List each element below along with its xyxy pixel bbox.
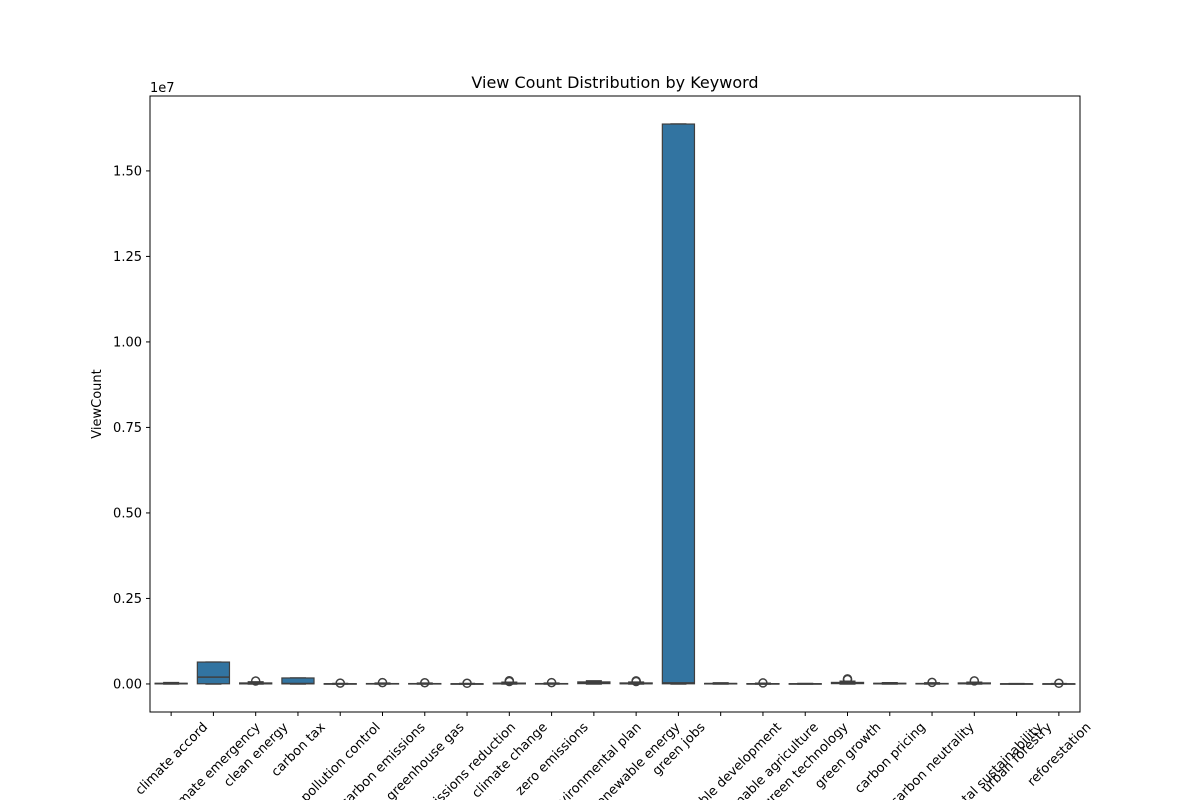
x-tick-label: urban forestry [979, 720, 1055, 796]
outlier [969, 676, 980, 686]
y-tick-label: 0.00 [113, 677, 142, 692]
outlier [250, 676, 261, 686]
outlier [420, 678, 430, 688]
outlier [504, 675, 515, 686]
outlier [377, 677, 388, 688]
outlier [631, 676, 641, 686]
box [661, 123, 696, 685]
outlier [1054, 678, 1064, 689]
outlier [462, 678, 472, 689]
y-tick-label: 1.00 [113, 335, 142, 350]
box [196, 661, 231, 685]
y-offset-label: 1e7 [150, 81, 175, 96]
y-tick-label: 0.25 [113, 592, 142, 607]
y-axis-label: ViewCount [90, 369, 105, 438]
outlier [546, 677, 557, 688]
x-tick-label: carbon neutrality [888, 720, 978, 800]
outlier [842, 674, 853, 684]
plot-frame [149, 95, 1081, 713]
y-tick-label: 0.75 [113, 421, 142, 436]
y-tick-label: 1.25 [113, 250, 142, 265]
y-tick-label: 1.50 [113, 164, 142, 179]
outlier [335, 678, 345, 688]
outlier [927, 677, 937, 688]
outlier [758, 678, 768, 688]
chart-title: View Count Distribution by Keyword [471, 73, 758, 92]
y-tick-label: 0.50 [113, 506, 142, 521]
